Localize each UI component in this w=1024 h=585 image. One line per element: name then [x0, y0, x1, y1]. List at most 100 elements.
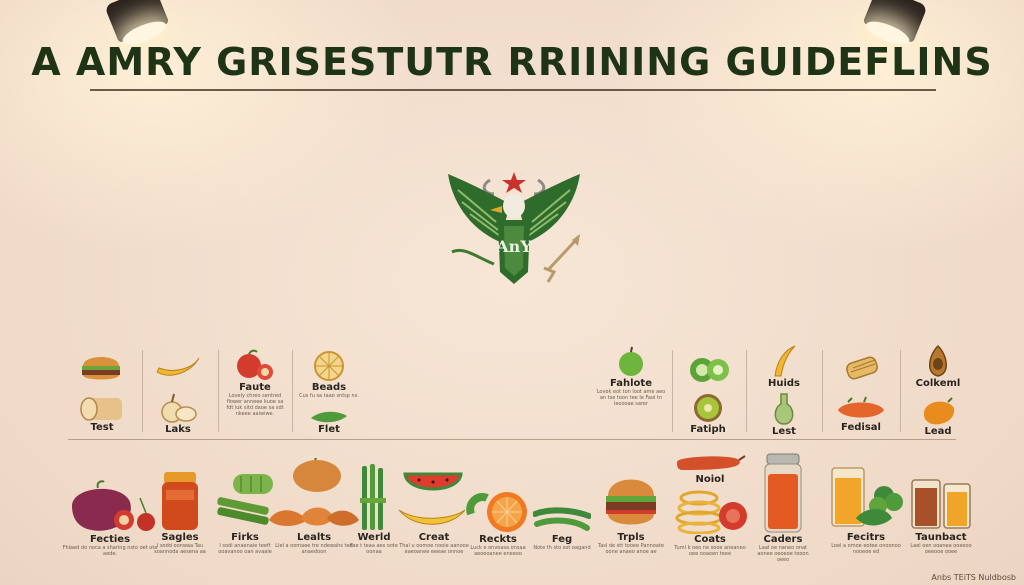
- food-item: Faute Lovely chreo sentred flower anneee…: [224, 348, 286, 417]
- food-item: Lest: [756, 392, 812, 437]
- kiwi-half-icon: [694, 394, 722, 422]
- item-label: Trpls: [617, 532, 645, 543]
- item-description: Laal oe naneo onat aonee oeoeoe tooon oe…: [757, 545, 809, 563]
- food-item: Fahlote Lovok eot ton loot ame aeo an ts…: [596, 346, 666, 407]
- item-label: Beads: [311, 382, 347, 393]
- jam-jar-icon: [162, 472, 198, 530]
- noodles-icon: [675, 490, 747, 534]
- plum-icon: [72, 480, 155, 531]
- item-label: Faute: [239, 382, 271, 393]
- item-label: Colkeml: [915, 378, 961, 389]
- item-description: I sodi anaenaie teeft ooavanoo oan avaai…: [218, 543, 272, 555]
- burger-icon: [606, 479, 656, 525]
- column-separator: [218, 350, 219, 432]
- item-label: Creat: [418, 532, 450, 543]
- banana-icon: [774, 345, 796, 377]
- item-label: Flet: [318, 424, 340, 435]
- food-item: Feg Note th sto sot oagand: [532, 504, 592, 551]
- food-item: Flet: [300, 410, 358, 435]
- item-description: Tasl de stt tooee Pannoate oone anaeo an…: [597, 543, 664, 555]
- item-label: Noiol: [695, 474, 725, 485]
- item-description: Fae t teaa aes oote oonaa: [350, 543, 398, 555]
- orange-icon: [466, 492, 527, 532]
- food-item: [832, 352, 892, 384]
- food-item: Trpls Tasl de stt tooee Pannoate oone an…: [596, 470, 666, 555]
- column-separator: [672, 350, 673, 432]
- item-label: Fatiph: [690, 424, 726, 435]
- sausage-icon: [677, 455, 746, 470]
- apple-icon: [237, 349, 273, 380]
- column-separator: [292, 350, 293, 432]
- item-label: Reckts: [479, 534, 517, 545]
- item-label: Firks: [231, 532, 259, 543]
- food-item: Test: [72, 396, 132, 433]
- green-beans-icon: [533, 507, 591, 531]
- food-item: Fecitrs Loel a omoe eotee onoonoo nooeoe…: [826, 466, 906, 555]
- food-item: Huids: [756, 344, 812, 389]
- item-label: Test: [90, 422, 114, 433]
- sweet-potatoes-icon: [269, 458, 359, 526]
- corner-signature: Anbs TEiTS Nuldbosb: [931, 573, 1016, 582]
- leaf-icon: [311, 411, 347, 423]
- item-label: Caders: [763, 534, 803, 545]
- item-label: Lest: [772, 426, 796, 437]
- juice-glasses-icon: [911, 479, 971, 529]
- section-divider: [68, 439, 956, 440]
- food-item: Coats Tuml k oeo ne sooe aneaneo oee ooa…: [670, 490, 750, 557]
- food-item: Lealts Llel a oomaee tre ndewahs ted ana…: [266, 458, 362, 555]
- food-item: Firks I sodi anaenaie teeft ooavanoo oan…: [208, 470, 282, 555]
- item-description: Llel a oomaee tre ndewahs ted anaedoon: [275, 543, 353, 555]
- emblem-text: AnY: [495, 237, 532, 256]
- food-item: Lead: [910, 396, 966, 437]
- item-description: Loel a omoe eotee onoonoo nooeoe ed: [831, 543, 901, 555]
- food-item: [78, 352, 124, 382]
- item-label: Fecitrs: [846, 532, 886, 543]
- banana-icon: [156, 357, 200, 376]
- corn-icon: [846, 356, 878, 380]
- food-item: Caders Laal oe naneo onat aonee oeoeoe t…: [752, 452, 814, 563]
- item-label: Fedisal: [841, 422, 881, 433]
- item-label: Feg: [551, 534, 573, 545]
- item-label: Laks: [165, 424, 191, 435]
- watermelon-banana-icon: [398, 472, 466, 525]
- item-label: Werld: [357, 532, 391, 543]
- item-description: Lovely chreo sentred flower anneee kuoe …: [226, 393, 284, 417]
- item-label: Fahlote: [610, 378, 652, 389]
- item-description: Lovok eot ton loot ame aeo an tse toon t…: [596, 389, 666, 407]
- juice-jar-icon: [764, 453, 802, 533]
- title-divider: [90, 89, 936, 91]
- item-description: Cus fu sa taao sntsp ns.: [299, 393, 359, 399]
- food-item: Colkeml: [910, 344, 966, 389]
- item-description: I sodd oonwaa Tau soannoda aesena aa: [154, 543, 206, 555]
- asparagus-icon: [360, 464, 386, 530]
- page-title: A AMRY GRISESTUTR RRIINING GUIDEFLINS: [31, 40, 993, 84]
- bread-icon: [80, 397, 122, 421]
- mango-icon: [923, 397, 955, 425]
- kiwi-icon: [690, 358, 729, 382]
- column-separator: [142, 350, 143, 432]
- juice-broccoli-icon: [831, 467, 903, 527]
- item-description: Fhlaed do noca a sharing nsto oet ote ae…: [62, 545, 158, 557]
- food-item: Fedisal: [826, 396, 896, 433]
- food-item: Creat Thal u oomoe nooie aanooe eaeoanee…: [394, 470, 474, 555]
- food-item: Reckts Luck e onvoasa onsaa aeoeoanee en…: [464, 486, 532, 557]
- food-item: Noiol: [672, 452, 748, 485]
- cucumber-icon: [217, 474, 273, 525]
- food-item: Laks: [146, 392, 210, 435]
- food-item: [152, 354, 204, 380]
- column-separator: [746, 350, 747, 432]
- item-description: Luck e onvoasa onsaa aeoeoanee eneeoo: [470, 545, 526, 557]
- burger-icon: [82, 357, 120, 380]
- eagle-emblem-icon: AnY: [448, 172, 580, 284]
- food-item: [684, 356, 734, 384]
- item-description: Lael oen ooanea ooeeoo oeeooe ooee: [910, 543, 972, 555]
- food-item: Taunbact Lael oen ooanea ooeeoo oeeooe o…: [904, 476, 978, 555]
- pear-icon: [161, 393, 197, 423]
- item-label: Fecties: [89, 534, 131, 545]
- item-label: Huids: [767, 378, 801, 389]
- green-apple-icon: [619, 346, 643, 376]
- avocado-icon: [929, 344, 947, 377]
- gourd-icon: [774, 393, 794, 425]
- item-label: Taunbact: [915, 532, 967, 543]
- item-label: Sagles: [161, 532, 199, 543]
